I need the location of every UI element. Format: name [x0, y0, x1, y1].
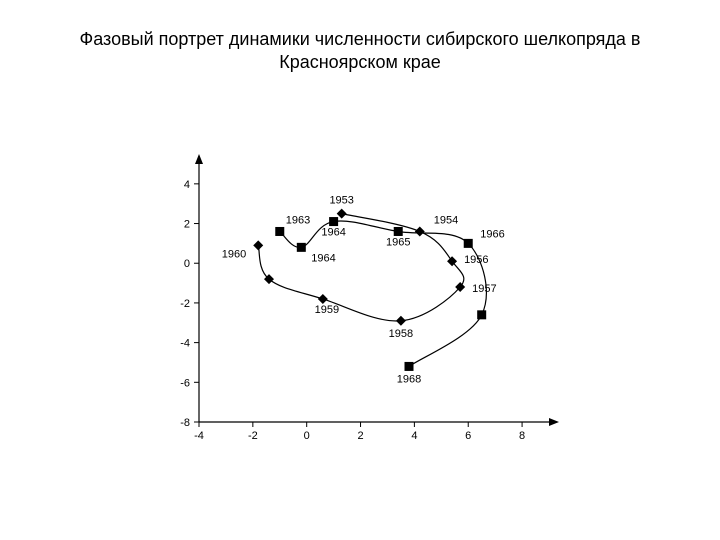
- series-diamond-marker: [318, 294, 328, 304]
- x-tick-label: 8: [519, 430, 525, 442]
- series-square-marker: [394, 227, 403, 236]
- series-square-label: 1963: [286, 214, 310, 226]
- series-diamond-label: 1953: [329, 195, 353, 207]
- series-diamond-label: 1958: [389, 328, 413, 340]
- series-square-marker: [477, 310, 486, 319]
- series-diamond-label: 1959: [315, 304, 339, 316]
- series-diamond-label: 1954: [434, 214, 458, 226]
- x-tick-label: 2: [357, 430, 363, 442]
- series-square-marker: [329, 217, 338, 226]
- series-diamond-line: [258, 214, 464, 321]
- series-diamond-label: 1956: [464, 254, 488, 266]
- series-square-line: [280, 221, 487, 366]
- phase-chart: -8 -6 -4 -2 0 2 4 -4 -2 0 2 4 6 8 1960 1959 1958 1957 1956…: [155, 150, 565, 450]
- y-axis-arrow: [195, 154, 203, 164]
- x-tick-label: -2: [248, 430, 258, 442]
- series-diamond-label: 1957: [472, 283, 496, 295]
- series-square-label: 1964: [321, 227, 345, 239]
- y-tick-label: -8: [180, 417, 190, 429]
- series-diamond-marker: [415, 226, 425, 236]
- chart-svg: -8 -6 -4 -2 0 2 4 -4 -2 0 2 4 6 8 1960 1959 1958 1957 1956…: [155, 150, 565, 450]
- series-square-label: 1965: [386, 236, 410, 248]
- y-tick-label: 4: [184, 179, 190, 191]
- x-tick-label: 4: [411, 430, 417, 442]
- y-tick-label: 0: [184, 258, 190, 270]
- x-tick-label: -4: [194, 430, 204, 442]
- y-tick-label: -2: [180, 298, 190, 310]
- series-square-marker: [464, 239, 473, 248]
- x-axis-arrow: [549, 418, 559, 426]
- y-tick-label: -4: [180, 338, 190, 350]
- series-square-label: 1968: [397, 373, 421, 385]
- y-tick-label: -6: [180, 377, 190, 389]
- y-tick-label: 2: [184, 219, 190, 231]
- series-square-label: 1964: [311, 252, 335, 264]
- series-diamond-label: 1960: [222, 248, 246, 260]
- page-title: Фазовый портрет динамики численности сиб…: [40, 28, 680, 75]
- x-tick-label: 0: [304, 430, 310, 442]
- series-square-label: 1966: [480, 228, 504, 240]
- series-square-marker: [405, 362, 414, 371]
- x-tick-label: 6: [465, 430, 471, 442]
- series-diamond-marker: [337, 209, 347, 219]
- series-square-marker: [275, 227, 284, 236]
- series-square-marker: [297, 243, 306, 252]
- series-diamond-marker: [253, 240, 263, 250]
- series-diamond-marker: [396, 316, 406, 326]
